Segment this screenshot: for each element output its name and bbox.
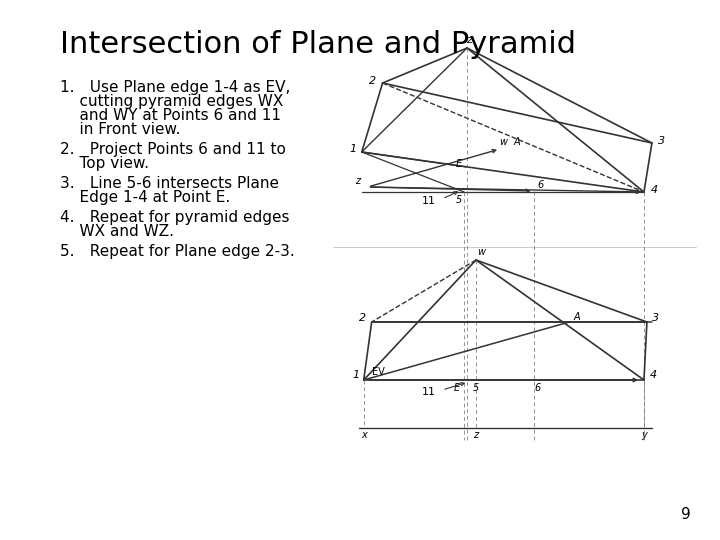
Text: 6: 6 (537, 180, 544, 190)
Text: 1: 1 (352, 370, 359, 380)
Text: z: z (355, 176, 360, 186)
Text: EV: EV (372, 367, 385, 377)
Text: w: w (499, 137, 507, 147)
Text: 2: 2 (359, 313, 366, 323)
Text: A: A (573, 312, 580, 322)
Text: x: x (361, 430, 366, 440)
Text: 2: 2 (369, 76, 377, 86)
Text: z: z (474, 430, 479, 440)
Text: cutting pyramid edges WX: cutting pyramid edges WX (60, 94, 283, 109)
Text: in Front view.: in Front view. (60, 122, 180, 137)
Text: 1. Use Plane edge 1-4 as EV,: 1. Use Plane edge 1-4 as EV, (60, 80, 290, 95)
Text: 11: 11 (423, 196, 436, 206)
Text: y: y (641, 430, 647, 440)
Text: 4. Repeat for pyramid edges: 4. Repeat for pyramid edges (60, 210, 289, 225)
Text: 4: 4 (650, 185, 657, 195)
Text: 2. Project Points 6 and 11 to: 2. Project Points 6 and 11 to (60, 142, 286, 157)
Text: 5: 5 (473, 383, 479, 393)
Text: E: E (454, 383, 460, 393)
Text: 3. Line 5-6 intersects Plane: 3. Line 5-6 intersects Plane (60, 176, 279, 191)
Text: and WY at Points 6 and 11: and WY at Points 6 and 11 (60, 108, 281, 123)
Text: z: z (466, 35, 472, 45)
Text: E: E (456, 159, 462, 169)
Text: 4: 4 (649, 370, 657, 380)
Text: w: w (477, 247, 485, 257)
Text: 3: 3 (658, 136, 665, 146)
Text: Edge 1-4 at Point E.: Edge 1-4 at Point E. (60, 190, 230, 205)
Text: Intersection of Plane and Pyramid: Intersection of Plane and Pyramid (60, 30, 575, 59)
Text: 6: 6 (534, 383, 541, 393)
Text: 11: 11 (423, 387, 436, 397)
Text: Top view.: Top view. (60, 156, 148, 171)
Text: 9: 9 (681, 507, 690, 522)
Text: 3: 3 (652, 313, 660, 323)
Text: WX and WZ.: WX and WZ. (60, 224, 174, 239)
Text: 1: 1 (349, 144, 356, 154)
Text: 5. Repeat for Plane edge 2-3.: 5. Repeat for Plane edge 2-3. (60, 244, 294, 259)
Text: A: A (513, 137, 520, 147)
Text: 5: 5 (456, 195, 462, 205)
